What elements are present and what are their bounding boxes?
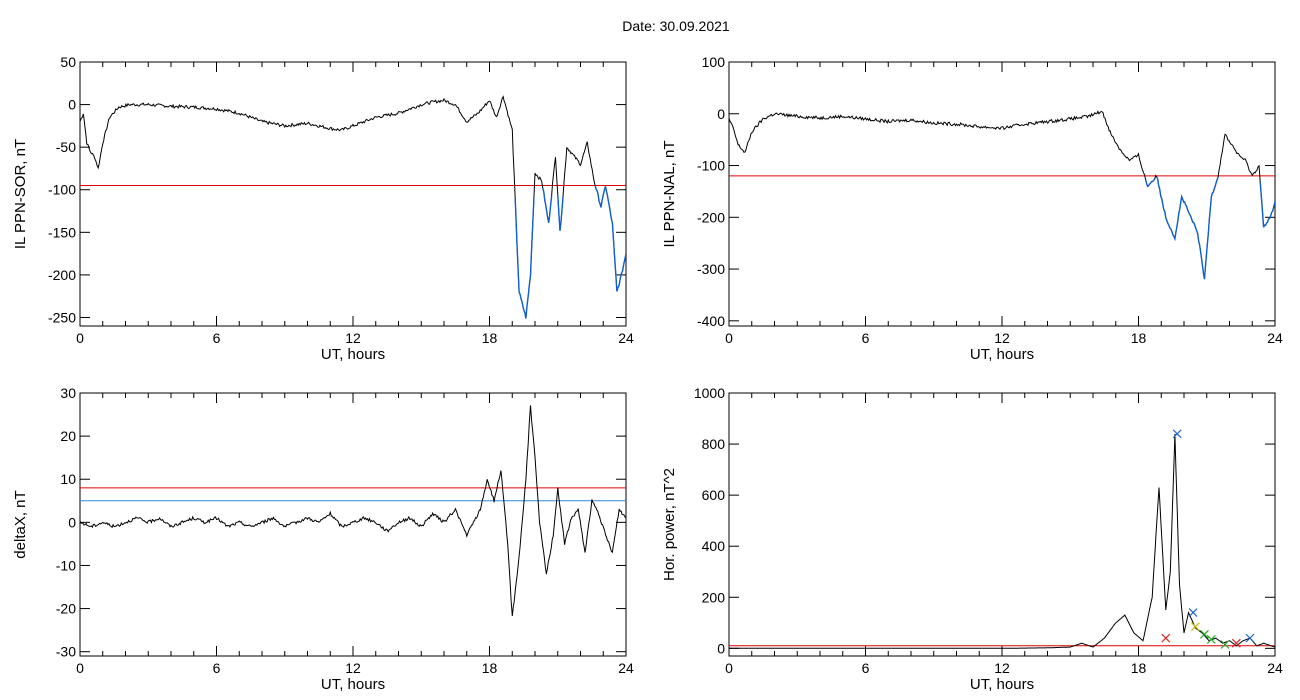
x-tick-label: 6: [862, 330, 870, 346]
y-tick-label: -300: [697, 261, 725, 277]
x-tick-label: 0: [76, 330, 84, 346]
y-tick-label: 1000: [694, 385, 725, 401]
y-axis-label: IL PPN-NAL, nT: [661, 141, 678, 248]
x-tick-label: 24: [1267, 660, 1283, 676]
y-axis-label: deltaX, nT: [12, 490, 29, 558]
y-tick-label: -100: [697, 158, 725, 174]
y-tick-label: -10: [56, 557, 76, 573]
peak-marker: [1206, 634, 1216, 644]
x-tick-label: 0: [76, 660, 84, 676]
series-line-ppn-nal: [729, 110, 1275, 280]
y-tick-label: -250: [48, 309, 76, 325]
x-tick-label: 24: [618, 330, 634, 346]
below-threshold-segment: [514, 198, 535, 319]
y-tick-label: 30: [60, 385, 76, 401]
plot-data: [80, 95, 626, 319]
y-tick-label: -20: [56, 601, 76, 617]
y-tick-label: 0: [717, 106, 725, 122]
y-tick-label: 0: [68, 514, 76, 530]
y-tick-label: 0: [68, 97, 76, 113]
series-line-ppn-sor: [80, 95, 626, 319]
chart-panel-ppn-nal: 0 6 12 18 24 100 0 -100 -200 -300 -400 UT, hours IL …: [661, 54, 1283, 363]
y-axis-label: IL PPN-SOR, nT: [12, 139, 29, 249]
below-threshold-segment: [1259, 181, 1275, 228]
x-tick-label: 12: [345, 660, 361, 676]
y-tick-label: -30: [56, 644, 76, 660]
page-title: Date: 30.09.2021: [622, 18, 730, 34]
y-tick-label: 20: [60, 428, 76, 444]
x-tick-label: 6: [213, 330, 221, 346]
x-tick-label: 6: [862, 660, 870, 676]
y-tick-label: 800: [702, 436, 726, 452]
plot-data: [80, 405, 626, 617]
y-tick-label: -400: [697, 313, 725, 329]
peak-marker: [1200, 629, 1209, 639]
below-threshold-segment: [1144, 178, 1156, 188]
x-tick-label: 18: [482, 330, 498, 346]
plot-frame: [728, 392, 1276, 657]
x-axis-label: UT, hours: [321, 346, 385, 363]
y-tick-label: 400: [702, 538, 726, 554]
y-tick-label: 600: [702, 487, 726, 503]
plot-data: [729, 110, 1275, 280]
peak-marker: [1220, 640, 1230, 649]
below-threshold-segment: [542, 187, 553, 223]
x-tick-label: 18: [482, 660, 498, 676]
x-tick-label: 18: [1131, 660, 1147, 676]
y-tick-label: -150: [48, 224, 76, 240]
plot-frame: [79, 392, 627, 657]
y-tick-label: -200: [697, 209, 725, 225]
y-tick-label: -200: [48, 267, 76, 283]
peak-marker: [1172, 429, 1182, 439]
peak-marker: [1245, 633, 1255, 643]
plot-frame: [728, 61, 1276, 327]
x-tick-label: 12: [345, 330, 361, 346]
x-tick-label: 18: [1131, 330, 1147, 346]
x-tick-label: 6: [213, 660, 221, 676]
y-tick-label: 0: [717, 640, 725, 656]
peak-marker: [1231, 638, 1241, 648]
series-line-deltax: [80, 405, 626, 617]
peak-marker: [1188, 608, 1198, 618]
y-axis-label: Hor. power, nT^2: [661, 468, 678, 581]
y-tick-label: -100: [48, 182, 76, 198]
series-line-hor-power: [729, 433, 1275, 649]
x-tick-label: 12: [994, 330, 1010, 346]
y-tick-label: -50: [56, 139, 76, 155]
x-tick-label: 0: [725, 330, 733, 346]
chart-panel-hor-power: 0 6 12 18 24 1000 800 600 400 200 0 UT, hours Hor. p…: [661, 385, 1283, 693]
below-threshold-segment: [557, 194, 564, 231]
x-tick-label: 24: [1267, 330, 1283, 346]
y-tick-label: 10: [60, 471, 76, 487]
peak-marker: [1161, 633, 1171, 643]
y-tick-label: 100: [702, 54, 726, 70]
y-tick-label: 200: [702, 589, 726, 605]
below-threshold-segment: [594, 185, 626, 292]
x-tick-label: 12: [994, 660, 1010, 676]
y-tick-label: 50: [60, 54, 76, 70]
x-tick-label: 0: [725, 660, 733, 676]
below-threshold-segment: [1156, 176, 1219, 280]
x-tick-label: 24: [618, 660, 634, 676]
chart-panel-ppn-sor: 0 6 12 18 24 50 0 -50 -100 -150 -200 -250 UT, hours I…: [12, 54, 634, 363]
x-axis-label: UT, hours: [970, 346, 1034, 363]
peak-marker: [1190, 622, 1200, 632]
plot-data: [729, 429, 1275, 649]
x-axis-label: UT, hours: [970, 676, 1034, 693]
x-axis-label: UT, hours: [321, 676, 385, 693]
chart-panel-deltax: 0 6 12 18 24 30 20 10 0 -10 -20 -30 UT, hours deltaX,…: [12, 385, 634, 693]
